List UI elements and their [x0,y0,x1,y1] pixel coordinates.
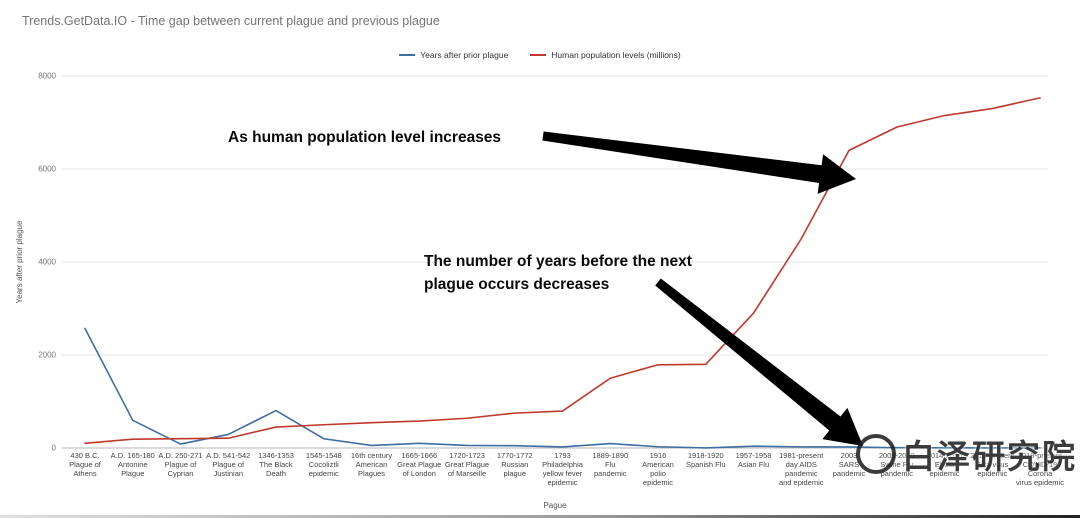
x-tick-label: 16th century [351,451,393,460]
x-tick-label: The Black [259,460,293,469]
x-tick-label: epidemic [929,469,959,478]
x-tick-label: Asian Flu [738,460,769,469]
legend-item-1: Human population levels (millions) [530,50,681,60]
x-tick-label: Athens [73,469,97,478]
x-tick-label: epidemic [547,478,577,487]
x-tick-label: epidemic [309,469,339,478]
legend: Years after prior plague Human population… [0,50,1080,60]
x-tick-label: 1665-1666 [401,451,437,460]
x-tick-label: Plague of [165,460,198,469]
legend-label: Human population levels (millions) [551,50,681,60]
x-tick-label: 430 B.C. [70,451,99,460]
x-tick-label: 1889-1890 [592,451,628,460]
y-axis-title: Years after prior plague [15,220,24,303]
x-tick-label: A.D. 250-271 [158,451,202,460]
x-tick-label: Plague of [212,460,245,469]
x-tick-label: 1957-1958 [736,451,772,460]
x-tick-label: Plague [121,469,144,478]
x-tick-label: American [642,460,674,469]
bottom-edge-bar [0,515,1080,518]
x-tick-label: 1918-1920 [688,451,724,460]
annotation-population: As human population level increases [228,129,502,146]
y-tick-label: 0 [52,444,57,453]
x-tick-label: Russian [501,460,528,469]
watermark-circle-logo-icon [856,434,896,474]
x-tick-label: Plague of [69,460,102,469]
x-tick-label: 1720-1723 [449,451,485,460]
annotation-gap-line2: plague occurs decreases [424,276,610,293]
x-tick-label: Corona [1028,469,1053,478]
y-tick-label: 4000 [38,258,56,267]
legend-item-0: Years after prior plague [399,50,508,60]
x-tick-label: COVID-19 [1023,460,1058,469]
annotation-gap-line1: The number of years before the next [424,253,692,270]
series-population-line [84,97,1041,445]
x-tick-label: Plagues [358,469,385,478]
x-tick-label: Spanish Flu [686,460,726,469]
x-tick-label: pandemic [594,469,627,478]
x-axis-title: Pague [543,501,567,510]
x-tick-label: epidemic [643,478,673,487]
x-tick-label: day AIDS [786,460,817,469]
x-tick-label: 2009-2010 [879,451,915,460]
x-tick-label: and epidemic [779,478,824,487]
x-tick-label: Zika virus [976,460,1008,469]
x-tick-label: 1545-1548 [306,451,342,460]
x-tick-label: 1346-1353 [258,451,294,460]
x-tick-label: Cocoliztli [309,460,339,469]
watermark-text: 白泽研究院 [902,438,1077,475]
x-tick-label: 1916 [650,451,667,460]
chart-title: Trends.GetData.IO - Time gap between cur… [22,14,440,28]
x-tick-label: of London [403,469,436,478]
x-tick-label: yellow fever [543,469,583,478]
x-tick-label: 2019-present [1018,451,1063,460]
x-tick-label: 1770-1772 [497,451,533,460]
x-tick-label: SARS [839,460,859,469]
annotation-gap: The number of years before the next plag… [424,250,692,296]
arrow-gap-icon [655,278,863,446]
x-tick-label: A.D. 541-542 [206,451,250,460]
x-tick-label: virus epidemic [1016,478,1064,487]
x-tick-label: Ebola [935,460,955,469]
x-tick-label: pandemic [785,469,818,478]
x-tick-label: Cyprian [168,469,194,478]
x-tick-label: 2014-2016 [927,451,963,460]
x-tick-label: 2015-present [970,451,1015,460]
x-tick-label: Great Plague [445,460,489,469]
x-tick-label: Flu [605,460,615,469]
x-tick-label: polio [650,469,666,478]
y-tick-label: 2000 [38,351,56,360]
x-tick-label: pandemic [833,469,866,478]
watermark: 白泽研究院 [856,430,1077,478]
arrow-population-icon [542,131,856,194]
x-tick-label: 2003 [841,451,858,460]
x-tick-label: A.D. 165-180 [111,451,155,460]
x-tick-label: Swine Flu [880,460,913,469]
x-tick-label: Great Plague [397,460,441,469]
y-tick-label: 6000 [38,165,56,174]
legend-swatch-icon [399,54,416,56]
x-tick-label: American [356,460,388,469]
x-tick-label: pandemic [880,469,913,478]
x-tick-label: Philadelphia [542,460,584,469]
x-tick-label: Death [266,469,286,478]
x-tick-label: Justinian [213,469,243,478]
x-tick-label: Antonine [118,460,148,469]
legend-swatch-icon [530,54,547,56]
y-tick-label: 8000 [38,72,56,81]
x-tick-label: plague [503,469,526,478]
x-tick-label: 1793 [554,451,571,460]
x-tick-label: epidemic [977,469,1007,478]
x-tick-label: 1981-present [779,451,824,460]
x-tick-label: of Marseille [448,469,486,478]
legend-label: Years after prior plague [420,50,509,60]
